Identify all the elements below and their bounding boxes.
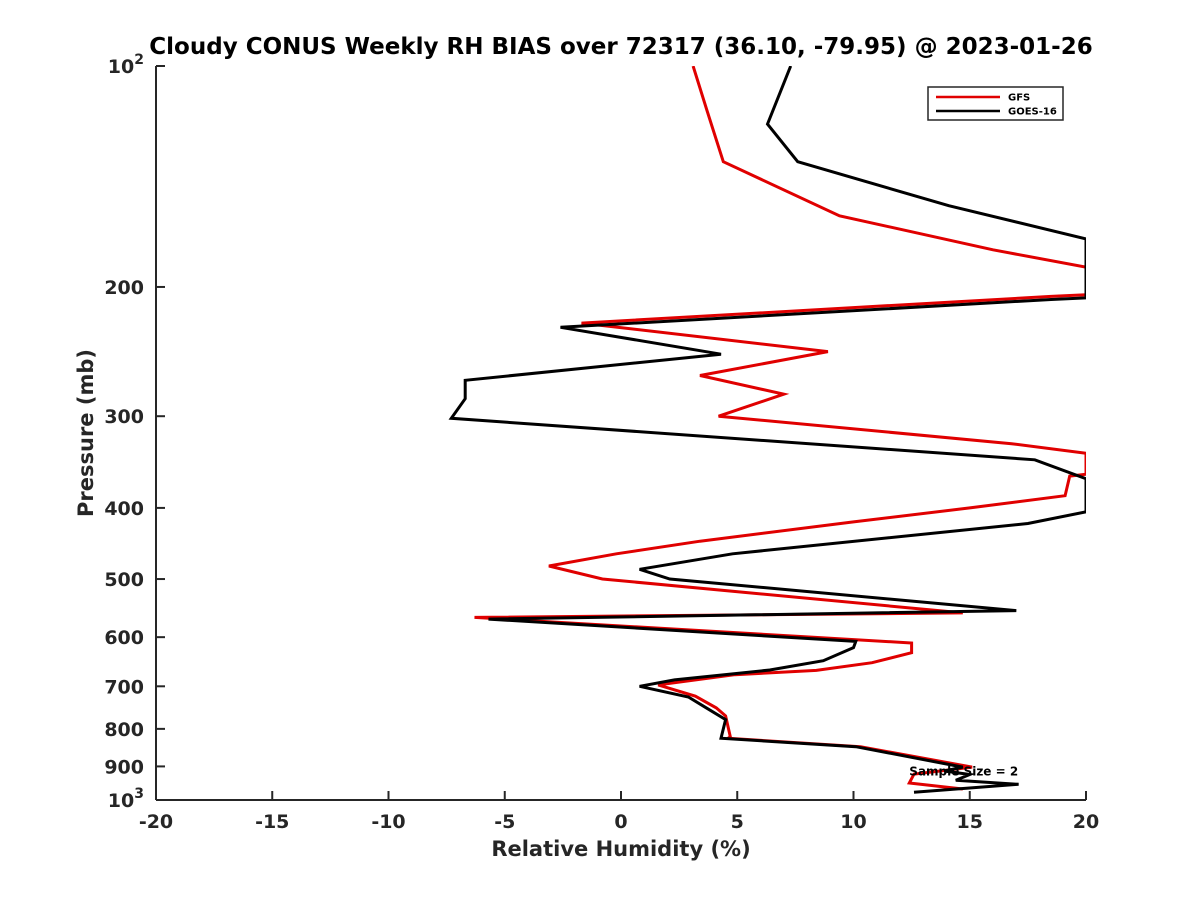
series-line-goes-16 bbox=[448, 66, 1086, 794]
y-tick-label: 103 bbox=[108, 786, 144, 812]
x-tick-label: 0 bbox=[614, 811, 627, 833]
y-tick-label: 300 bbox=[104, 406, 144, 428]
x-tick-label: -10 bbox=[371, 811, 405, 833]
legend-box bbox=[927, 86, 1064, 121]
y-tick-exponent: 2 bbox=[134, 52, 144, 68]
legend: GFS GOES-16 bbox=[927, 86, 1064, 121]
x-tick-label: -5 bbox=[494, 811, 515, 833]
x-axis-label: Relative Humidity (%) bbox=[491, 837, 750, 861]
y-tick-label: 102 bbox=[108, 52, 144, 78]
x-tick-label: 10 bbox=[840, 811, 866, 833]
sample-size-annotation: Sample Size = 2 bbox=[909, 765, 1018, 779]
y-tick-label: 400 bbox=[104, 498, 144, 520]
x-tick-label: -15 bbox=[255, 811, 289, 833]
y-tick-base: 10 bbox=[108, 56, 134, 78]
x-tick-label: 5 bbox=[731, 811, 744, 833]
y-tick-label: 900 bbox=[104, 756, 144, 778]
chart-title: Cloudy CONUS Weekly RH BIAS over 72317 (… bbox=[149, 34, 1092, 60]
y-tick-label: 200 bbox=[104, 277, 144, 299]
x-tick-label: -20 bbox=[139, 811, 173, 833]
legend-label: GFS bbox=[1008, 93, 1030, 104]
y-tick-base: 10 bbox=[108, 790, 134, 812]
y-tick-exponent: 3 bbox=[134, 786, 144, 802]
y-tick-label: 500 bbox=[104, 569, 144, 591]
y-axis-label: Pressure (mb) bbox=[74, 349, 98, 517]
y-tick-label: 600 bbox=[104, 627, 144, 649]
x-tick-label: 20 bbox=[1073, 811, 1099, 833]
legend-label: GOES-16 bbox=[1008, 107, 1057, 118]
y-tick-label: 800 bbox=[104, 719, 144, 741]
y-tick-label: 700 bbox=[104, 676, 144, 698]
plot-area bbox=[155, 66, 1086, 801]
x-tick-label: 15 bbox=[957, 811, 983, 833]
